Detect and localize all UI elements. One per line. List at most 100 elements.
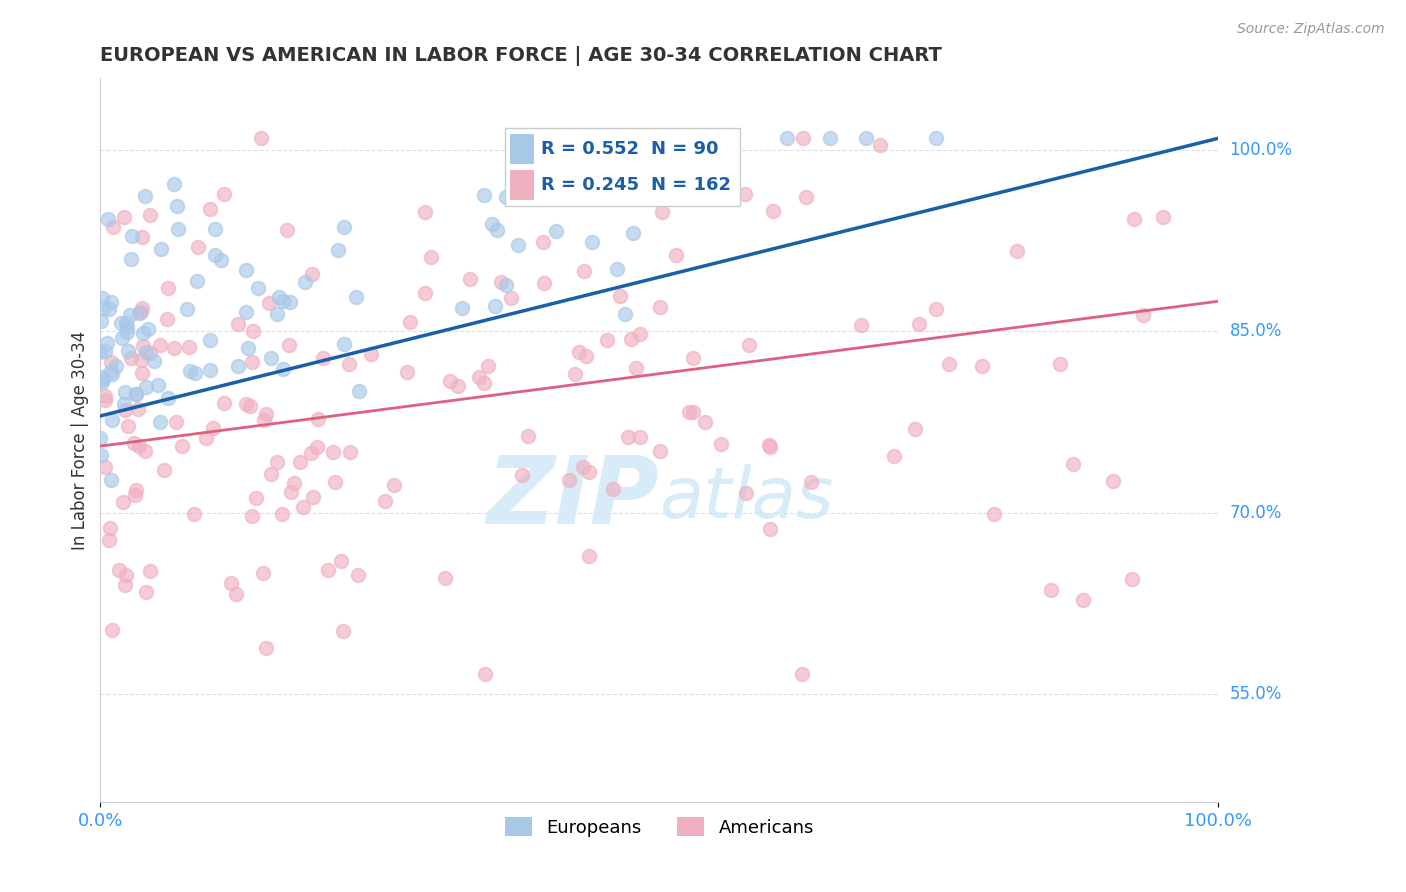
Point xyxy=(170,439,193,453)
Point xyxy=(138,322,160,336)
Point xyxy=(179,363,201,377)
Point xyxy=(628,326,651,341)
Point xyxy=(326,243,349,257)
Point xyxy=(477,359,499,374)
Point xyxy=(762,204,785,219)
Point xyxy=(983,507,1005,521)
Point xyxy=(682,351,704,365)
Point xyxy=(434,571,457,585)
Point xyxy=(280,295,302,310)
Point xyxy=(339,357,361,371)
Point xyxy=(142,354,165,368)
Point xyxy=(226,317,249,331)
Point xyxy=(100,355,122,369)
Point xyxy=(333,220,356,235)
Point xyxy=(439,374,461,388)
Point xyxy=(117,344,139,359)
Point xyxy=(360,347,382,361)
Point xyxy=(628,430,651,444)
Point xyxy=(869,138,891,153)
Point xyxy=(333,336,356,351)
Point xyxy=(474,666,496,681)
Point xyxy=(395,364,418,378)
Point xyxy=(794,189,817,203)
Point xyxy=(98,521,121,535)
Point xyxy=(606,261,628,276)
Point xyxy=(1071,592,1094,607)
Point xyxy=(759,522,782,536)
Point xyxy=(651,205,673,219)
Point xyxy=(734,186,756,201)
Point xyxy=(253,412,276,426)
Point xyxy=(276,223,298,237)
Point xyxy=(413,286,436,301)
Point xyxy=(157,391,180,405)
Text: R = 0.552: R = 0.552 xyxy=(541,140,640,158)
Point xyxy=(135,584,157,599)
Point xyxy=(1152,210,1174,224)
Point xyxy=(163,341,186,355)
Point xyxy=(609,288,631,302)
Point xyxy=(165,415,187,429)
Point xyxy=(849,318,872,332)
Point xyxy=(187,240,209,254)
Point xyxy=(1132,309,1154,323)
Point xyxy=(516,428,538,442)
Point xyxy=(115,326,138,340)
Point xyxy=(212,187,235,202)
Legend: Europeans, Americans: Europeans, Americans xyxy=(498,810,821,844)
Point xyxy=(495,277,517,292)
Text: EUROPEAN VS AMERICAN IN LABOR FORCE | AGE 30-34 CORRELATION CHART: EUROPEAN VS AMERICAN IN LABOR FORCE | AG… xyxy=(100,46,942,66)
Point xyxy=(970,359,993,373)
Point xyxy=(94,343,117,358)
Point xyxy=(332,624,354,638)
Point xyxy=(307,440,329,454)
Point xyxy=(176,301,198,316)
Point xyxy=(270,507,292,521)
Point xyxy=(1102,474,1125,488)
Point xyxy=(209,253,232,268)
Text: R = 0.245: R = 0.245 xyxy=(541,177,640,194)
Point xyxy=(254,408,277,422)
Text: 100.0%: 100.0% xyxy=(1230,141,1292,160)
Point xyxy=(112,210,135,224)
Point xyxy=(98,301,121,316)
Point xyxy=(458,272,481,286)
Point xyxy=(153,463,176,477)
Point xyxy=(120,309,142,323)
Point xyxy=(596,333,619,347)
Point xyxy=(131,367,153,381)
Point xyxy=(344,290,367,304)
Point xyxy=(131,230,153,244)
Point xyxy=(288,455,311,469)
Point xyxy=(544,224,567,238)
Point xyxy=(451,301,474,315)
Point xyxy=(280,484,302,499)
Point xyxy=(212,396,235,410)
Point xyxy=(100,413,122,427)
Point xyxy=(735,486,758,500)
Point xyxy=(1123,212,1146,227)
Y-axis label: In Labor Force | Age 30-34: In Labor Force | Age 30-34 xyxy=(72,330,89,549)
Point xyxy=(122,436,145,450)
Point xyxy=(617,430,640,444)
Point xyxy=(135,345,157,359)
Point xyxy=(419,250,441,264)
Point xyxy=(489,276,512,290)
Point xyxy=(226,359,249,374)
Point xyxy=(481,217,503,231)
Point xyxy=(581,235,603,250)
Text: ZIP: ZIP xyxy=(486,452,659,544)
Point xyxy=(564,367,586,381)
Point xyxy=(495,190,517,204)
Point xyxy=(624,360,647,375)
Point xyxy=(101,623,124,637)
Point xyxy=(89,431,111,445)
Point xyxy=(818,131,841,145)
Point xyxy=(650,301,672,315)
Point xyxy=(149,415,172,429)
Point xyxy=(710,437,733,451)
Point xyxy=(242,324,264,338)
Point xyxy=(132,339,155,353)
Point xyxy=(558,473,581,487)
